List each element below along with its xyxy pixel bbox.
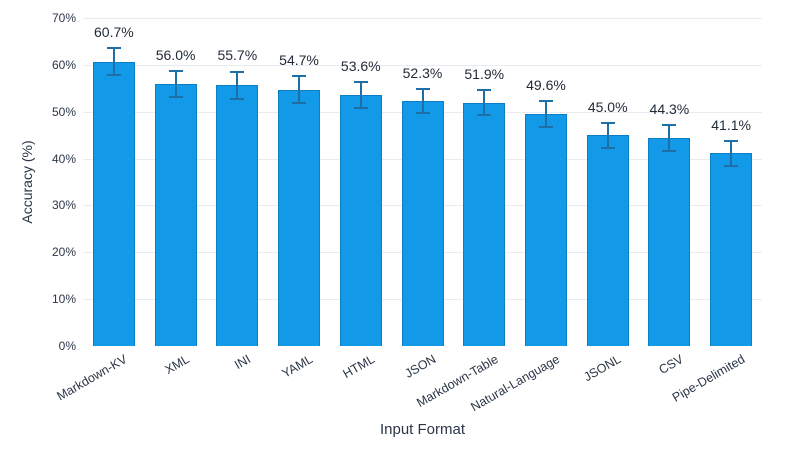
- x-tick-label-jsonl: JSONL: [581, 352, 624, 385]
- x-tick-label-csv: CSV: [656, 352, 686, 377]
- error-bar-stem: [236, 70, 239, 100]
- y-tick-label: 70%: [51, 11, 76, 25]
- x-tick-label-xml: XML: [162, 352, 192, 377]
- error-bar-cap-bottom: [353, 106, 368, 109]
- value-label-jsonl: 45.0%: [587, 98, 628, 115]
- error-bar-cap-bottom: [477, 114, 492, 117]
- error-bar-natural-language: [538, 99, 553, 128]
- error-bar-stem: [606, 121, 609, 149]
- bar-html: [339, 94, 382, 346]
- x-tick-label-html: HTML: [340, 352, 377, 382]
- bar-pipe-delimited: [710, 153, 753, 346]
- error-bar-html: [353, 80, 368, 109]
- error-bar-csv: [662, 124, 677, 153]
- error-bar-jsonl: [600, 121, 615, 149]
- error-bar-markdown-kv: [106, 47, 121, 77]
- error-bar-stem: [668, 124, 671, 153]
- x-tick-label-ini: INI: [232, 352, 254, 373]
- error-bar-cap-bottom: [415, 111, 430, 114]
- bar-jsonl: [586, 135, 629, 346]
- value-label-markdown-table: 51.9%: [464, 66, 505, 83]
- bar-json: [401, 100, 444, 346]
- error-bar-cap-bottom: [662, 150, 677, 153]
- error-bar-stem: [421, 88, 424, 114]
- error-bar-markdown-table: [477, 89, 492, 117]
- error-bar-cap-bottom: [106, 74, 121, 77]
- value-label-yaml: 54.7%: [279, 52, 319, 69]
- error-bar-stem: [483, 89, 486, 117]
- value-label-markdown-kv: 60.7%: [94, 24, 134, 41]
- y-tick-label: 10%: [51, 292, 76, 307]
- error-bar-cap-bottom: [230, 97, 245, 100]
- y-axis-title: Accuracy (%): [19, 140, 35, 224]
- bar-markdown-kv: [92, 61, 135, 346]
- value-label-html: 53.6%: [340, 57, 381, 74]
- error-bar-stem: [174, 69, 177, 98]
- error-bar-stem: [730, 139, 733, 168]
- error-bar-stem: [112, 47, 115, 77]
- gridline-70%: [83, 18, 762, 19]
- error-bar-stem: [298, 75, 301, 105]
- error-bar-cap-bottom: [600, 146, 615, 149]
- y-tick-label: 50%: [51, 104, 76, 119]
- y-tick-label: 60%: [51, 57, 76, 72]
- y-tick-label: 40%: [51, 151, 76, 166]
- value-label-natural-language: 49.6%: [526, 76, 566, 93]
- bar-ini: [216, 85, 259, 346]
- bar-markdown-table: [463, 102, 506, 346]
- value-label-csv: 44.3%: [649, 101, 690, 118]
- gridline-60%: [83, 64, 762, 66]
- x-tick-label-yaml: YAML: [279, 352, 316, 381]
- bar-natural-language: [524, 113, 567, 346]
- bar-csv: [648, 138, 691, 346]
- error-bar-json: [415, 88, 430, 114]
- error-bar-cap-bottom: [292, 102, 307, 105]
- y-tick-label: 20%: [51, 245, 76, 260]
- error-bar-stem: [359, 80, 362, 109]
- y-tick-label: 30%: [51, 198, 76, 213]
- error-bar-stem: [544, 99, 547, 128]
- error-bar-pipe-delimited: [724, 139, 739, 168]
- x-axis-title: Input Format: [379, 421, 466, 438]
- bar-yaml: [278, 89, 321, 346]
- y-tick-label: 0%: [58, 339, 76, 353]
- bar-xml: [154, 83, 197, 346]
- error-bar-ini: [230, 70, 245, 100]
- x-tick-label-json: JSON: [402, 352, 439, 381]
- value-label-ini: 55.7%: [217, 47, 258, 64]
- error-bar-cap-bottom: [538, 125, 553, 128]
- plot-area: 0% 10% 20% 30% 40% 50% 60% 70% 60.7% Markdown-KV 5…: [52, 11, 762, 414]
- error-bar-cap-bottom: [724, 165, 739, 168]
- error-bar-xml: [168, 69, 183, 98]
- error-bar-yaml: [292, 75, 307, 105]
- value-label-json: 52.3%: [402, 65, 443, 82]
- error-bar-cap-bottom: [168, 95, 183, 98]
- value-label-pipe-delimited: 41.1%: [711, 116, 751, 133]
- x-tick-label-markdown-kv: Markdown-KV: [54, 352, 130, 404]
- value-label-xml: 56.0%: [155, 46, 196, 63]
